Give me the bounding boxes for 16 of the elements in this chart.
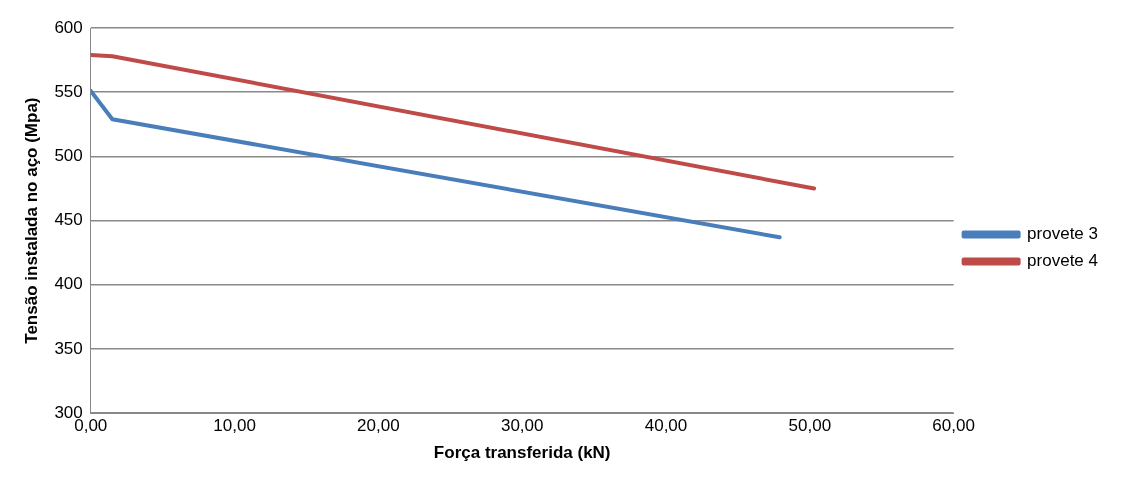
x-tick-label: 60,00 xyxy=(932,416,975,436)
y-tick-label: 450 xyxy=(54,210,83,230)
x-tick-label: 50,00 xyxy=(788,416,832,436)
legend-label: provete 3 xyxy=(1027,224,1099,244)
x-axis-title: Força transferida (kN) xyxy=(433,443,611,463)
y-tick-label: 400 xyxy=(54,274,83,294)
y-tick-label: 600 xyxy=(54,17,83,37)
y-tick-label: 550 xyxy=(54,81,83,101)
x-tick-label: 30,00 xyxy=(500,416,544,436)
y-axis-title: Tensão instalada no aço (Mpa) xyxy=(21,97,41,344)
x-tick-label: 20,00 xyxy=(357,416,400,436)
legend-label: provete 4 xyxy=(1027,251,1099,271)
x-tick-label: 40,00 xyxy=(644,416,688,436)
y-tick-label: 500 xyxy=(54,146,83,166)
y-tick-label: 350 xyxy=(54,338,83,358)
x-tick-label: 10,00 xyxy=(213,416,256,436)
